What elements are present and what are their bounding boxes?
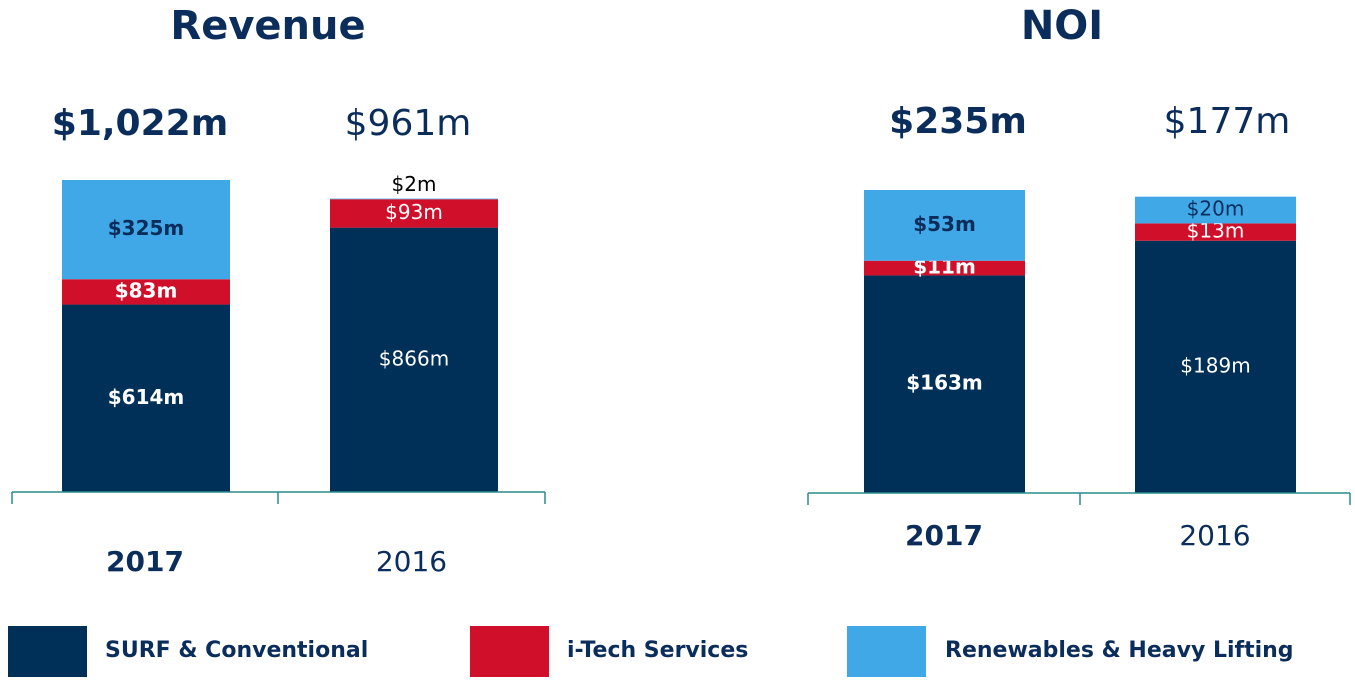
bar-segment	[864, 190, 1025, 261]
value-label: $53m	[913, 212, 976, 236]
bar-segment	[62, 304, 230, 492]
bar-segment	[62, 279, 230, 305]
total-label: $1,022m	[52, 103, 228, 144]
legend-swatch	[470, 626, 549, 677]
x-tick-label: 2017	[106, 545, 184, 578]
total-label: $177m	[1164, 101, 1291, 142]
legend-label: Renewables & Heavy Lifting	[945, 638, 1294, 663]
bar-segment	[330, 198, 498, 200]
value-label: $83m	[115, 278, 178, 302]
legend-label: SURF & Conventional	[105, 638, 368, 663]
chart-title: NOI	[1021, 3, 1103, 49]
value-label: $20m	[1187, 197, 1245, 221]
value-label: $325m	[108, 216, 185, 240]
bar-segment	[1135, 223, 1296, 241]
x-tick-label: 2016	[1179, 519, 1250, 552]
bar-segment	[330, 227, 498, 492]
chart-title: Revenue	[170, 3, 365, 49]
legend-swatch	[8, 626, 87, 677]
value-label: $866m	[379, 346, 449, 370]
value-label: $93m	[385, 200, 443, 224]
legend-swatch	[847, 626, 926, 677]
x-tick-label: 2017	[905, 519, 983, 552]
value-label: $614m	[108, 385, 185, 409]
bar-segment	[864, 260, 1025, 276]
bar-segment	[330, 199, 498, 228]
bar-segment	[1135, 240, 1296, 493]
x-tick-label: 2016	[376, 545, 447, 578]
bar-segment	[62, 180, 230, 280]
value-label: $2m	[392, 172, 437, 196]
value-label: $189m	[1180, 353, 1250, 377]
legend-label: i-Tech Services	[567, 638, 748, 663]
bar-segment	[1135, 196, 1296, 224]
value-label: $163m	[906, 371, 983, 395]
total-label: $235m	[889, 101, 1027, 142]
bar-segment	[864, 275, 1025, 493]
total-label: $961m	[345, 103, 472, 144]
